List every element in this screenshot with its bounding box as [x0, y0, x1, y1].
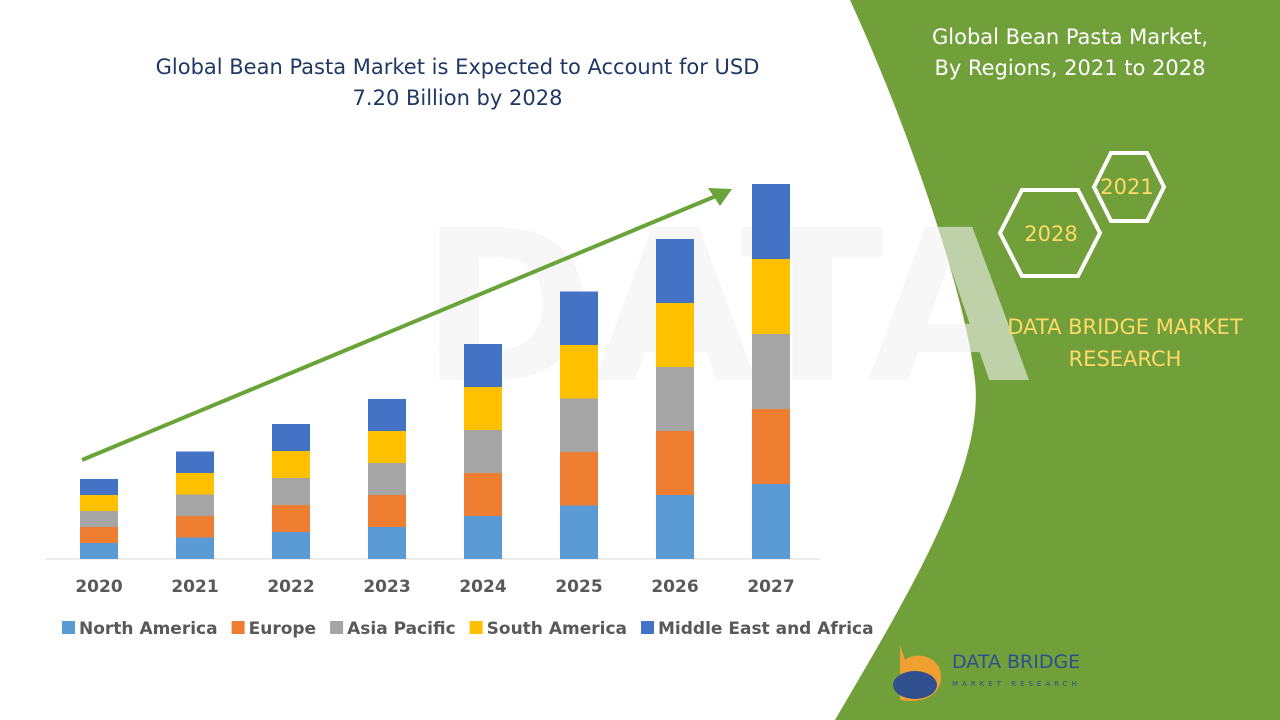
bar-segment [560, 452, 598, 506]
bar-segment [464, 516, 502, 559]
bar-segment [176, 494, 214, 516]
bar-segment [272, 451, 310, 478]
chart-title: Global Bean Pasta Market is Expected to … [155, 55, 760, 110]
bar-segment [752, 334, 790, 409]
logo-tagline: MARKET RESEARCH [952, 680, 1081, 688]
bar-segment [560, 291, 598, 345]
hexagon [997, 188, 1103, 278]
bar-segment [80, 527, 118, 543]
logo-mark [893, 671, 937, 699]
bar-segment [176, 537, 214, 559]
bar-segment [272, 532, 310, 559]
side-brand: DATA BRIDGE MARKET RESEARCH [1007, 315, 1243, 371]
legend-label: Middle East and Africa [658, 619, 874, 639]
bar-segment [80, 495, 118, 511]
x-tick-label: 2022 [267, 577, 314, 597]
legend-swatch [231, 621, 245, 634]
bar-segment [272, 505, 310, 532]
bar-segment [176, 473, 214, 495]
bar-segment [752, 259, 790, 334]
logo-name: DATA BRIDGE [952, 651, 1080, 673]
x-tick-label: 2023 [363, 577, 410, 597]
bar-segment [656, 431, 694, 495]
bar-segment [560, 505, 598, 559]
hexagon-label: 2028 [1024, 222, 1077, 246]
legend-label: South America [487, 619, 627, 639]
bar-segment [560, 398, 598, 452]
x-tick-label: 2021 [171, 577, 218, 597]
bar-segment [656, 303, 694, 367]
bar-segment [752, 484, 790, 559]
bar-segment [464, 344, 502, 387]
x-tick-label: 2020 [75, 577, 122, 597]
bar-segment [272, 478, 310, 505]
bar-segment [656, 495, 694, 559]
bar-segment [176, 516, 214, 538]
legend-label: Europe [249, 619, 316, 639]
trend-arrow-head [708, 188, 732, 206]
legend-label: Asia Pacific [347, 619, 456, 639]
bar-segment [80, 511, 118, 527]
bar-segment [176, 451, 214, 473]
x-tick-label: 2025 [555, 577, 602, 597]
bar-segment [368, 431, 406, 463]
bar-segment [752, 184, 790, 259]
bar-segment [464, 473, 502, 516]
trend-arrow [81, 194, 717, 462]
legend-swatch [469, 621, 483, 634]
legend-swatch [62, 621, 75, 634]
hexagon [1091, 151, 1167, 223]
x-tick-label: 2024 [459, 577, 506, 597]
bar-segment [464, 430, 502, 473]
x-tick-label: 2026 [651, 577, 698, 597]
legend-swatch [330, 621, 344, 634]
bar-segment [368, 495, 406, 527]
bar-segment [368, 463, 406, 495]
x-tick-label: 2027 [747, 577, 794, 597]
bar-segment [368, 399, 406, 431]
bar-segment [368, 527, 406, 559]
bar-segment [656, 367, 694, 431]
side-panel-bg [835, 0, 1280, 720]
bar-segment [272, 424, 310, 451]
bar-segment [560, 345, 598, 399]
hexagon-label: 2021 [1100, 175, 1153, 199]
bar-segment [80, 543, 118, 559]
bar-segment [752, 409, 790, 484]
bar-segment [80, 479, 118, 495]
watermark: DATA [420, 185, 1030, 430]
side-title: Global Bean Pasta Market, By Regions, 20… [931, 25, 1208, 80]
legend-label: North America [79, 619, 218, 639]
legend-swatch [641, 621, 654, 634]
bar-segment [464, 387, 502, 430]
bar-segment [656, 239, 694, 303]
